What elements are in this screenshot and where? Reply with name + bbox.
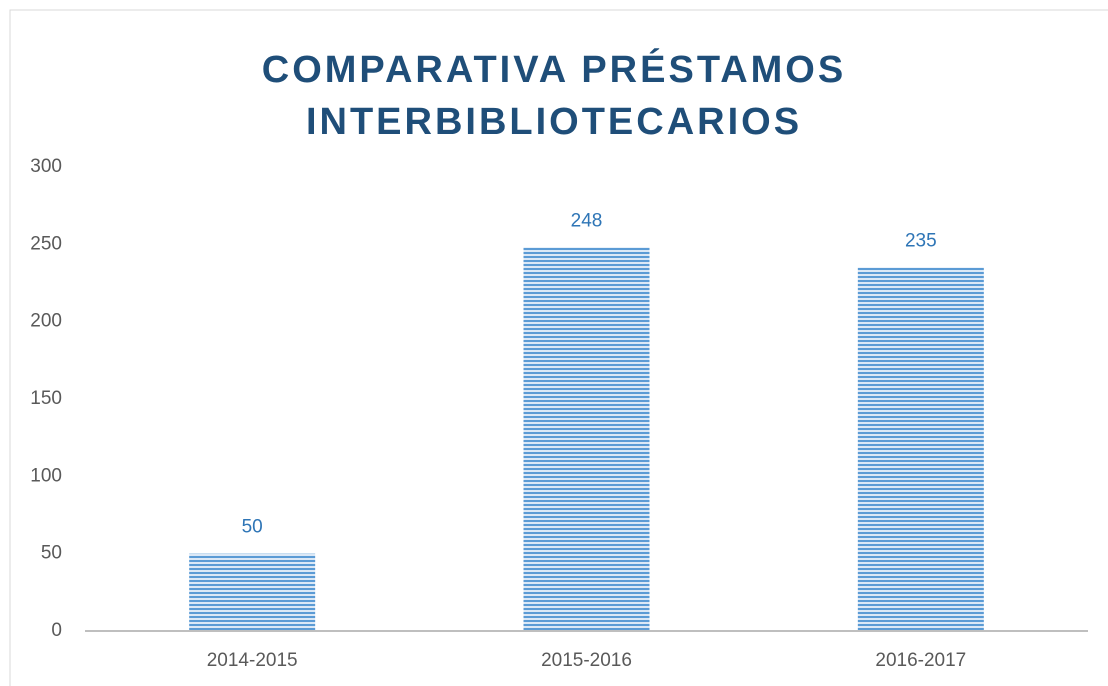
chart-title: COMPARATIVA PRÉSTAMOS INTERBIBLIOTECARIO… <box>261 49 847 143</box>
x-tick-label: 2015-2016 <box>541 650 632 671</box>
y-tick-label: 300 <box>30 156 62 177</box>
x-tick-label: 2016-2017 <box>875 650 966 671</box>
data-label: 235 <box>905 231 937 252</box>
y-tick-label: 50 <box>41 543 62 564</box>
data-label: 50 <box>242 517 263 538</box>
y-tick-label: 200 <box>30 311 62 332</box>
y-tick-label: 0 <box>51 620 62 641</box>
y-tick-label: 150 <box>30 388 62 409</box>
bar <box>857 267 984 631</box>
bar <box>189 553 316 631</box>
chart-border <box>9 9 1108 686</box>
x-tick-label: 2014-2015 <box>207 650 298 671</box>
data-label: 248 <box>571 210 603 231</box>
bar <box>523 247 650 631</box>
y-tick-label: 100 <box>30 465 62 486</box>
y-tick-label: 250 <box>30 233 62 254</box>
